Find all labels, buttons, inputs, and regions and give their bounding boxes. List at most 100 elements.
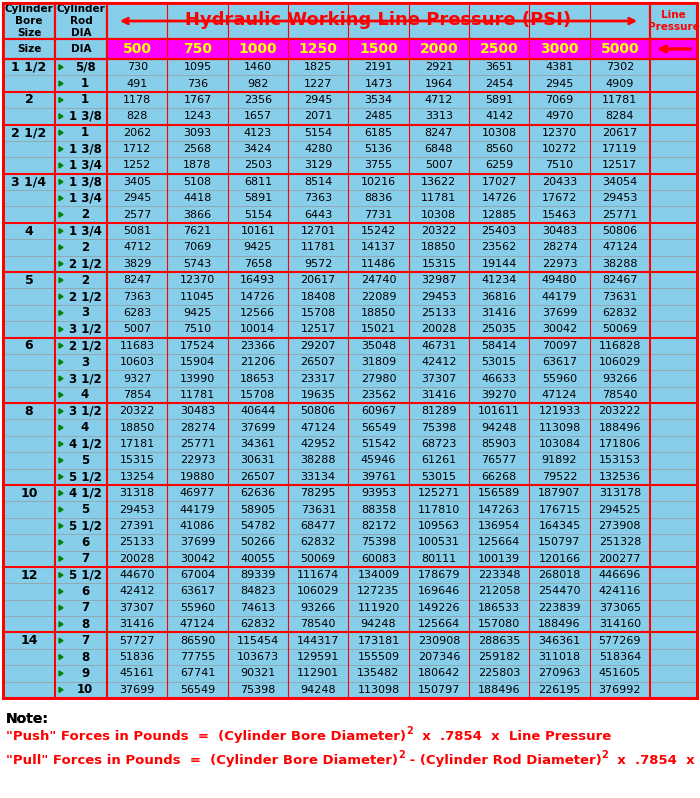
Text: 3: 3	[81, 356, 89, 369]
Text: 1243: 1243	[183, 112, 211, 121]
Text: 15904: 15904	[180, 358, 215, 367]
Text: 31416: 31416	[120, 619, 155, 630]
Text: 37699: 37699	[542, 308, 578, 318]
Text: 1767: 1767	[183, 95, 211, 105]
Text: 150797: 150797	[538, 537, 581, 547]
Text: 67004: 67004	[180, 570, 215, 580]
Text: 42412: 42412	[120, 587, 155, 596]
Text: 25771: 25771	[602, 210, 638, 219]
Text: 164345: 164345	[538, 521, 580, 531]
Text: 24740: 24740	[360, 275, 396, 285]
Bar	[3, 3, 697, 698]
Text: 314160: 314160	[598, 619, 641, 630]
Text: 55960: 55960	[542, 373, 577, 384]
Text: 47124: 47124	[300, 423, 336, 433]
Text: 207346: 207346	[418, 652, 460, 662]
Text: 25403: 25403	[482, 226, 517, 236]
Text: 45946: 45946	[360, 456, 396, 465]
Text: 223839: 223839	[538, 602, 581, 613]
Polygon shape	[59, 441, 63, 447]
Text: 273908: 273908	[598, 521, 641, 531]
Text: 30042: 30042	[542, 324, 577, 334]
Text: x  .7854  x  Line Pressure: x .7854 x Line Pressure	[413, 730, 611, 743]
Text: 22973: 22973	[180, 456, 216, 465]
Text: 188496: 188496	[538, 619, 581, 630]
Polygon shape	[59, 491, 63, 496]
Text: 22089: 22089	[360, 291, 396, 302]
Text: 27391: 27391	[120, 521, 155, 531]
Text: 38288: 38288	[300, 456, 336, 465]
Text: 212058: 212058	[478, 587, 520, 596]
Text: 19635: 19635	[300, 390, 336, 400]
Text: 2 1/2: 2 1/2	[11, 126, 47, 139]
Text: 7621: 7621	[183, 226, 211, 236]
Text: 73631: 73631	[300, 504, 336, 515]
Text: 5154: 5154	[304, 128, 332, 138]
Text: 9: 9	[81, 667, 89, 680]
Text: 11781: 11781	[180, 390, 215, 400]
Polygon shape	[59, 606, 63, 610]
Text: 5891: 5891	[485, 95, 513, 105]
Text: 11486: 11486	[361, 259, 396, 269]
Polygon shape	[59, 409, 63, 414]
Text: 15021: 15021	[361, 324, 396, 334]
Text: 20322: 20322	[421, 226, 456, 236]
Polygon shape	[59, 180, 63, 184]
Text: 112901: 112901	[297, 669, 340, 678]
Text: 62636: 62636	[240, 488, 275, 498]
Text: 100139: 100139	[478, 554, 520, 563]
Text: 41086: 41086	[180, 521, 215, 531]
Text: 1 3/8: 1 3/8	[69, 176, 102, 188]
Text: 4418: 4418	[183, 193, 211, 203]
Text: 203222: 203222	[598, 406, 641, 417]
Text: 13990: 13990	[180, 373, 215, 384]
Text: 268018: 268018	[538, 570, 581, 580]
Text: 47124: 47124	[602, 243, 638, 252]
Text: 251328: 251328	[598, 537, 641, 547]
Text: 37699: 37699	[180, 537, 215, 547]
Text: 53015: 53015	[421, 472, 456, 482]
Text: 44179: 44179	[180, 504, 216, 515]
Text: 39761: 39761	[361, 472, 396, 482]
Polygon shape	[59, 228, 63, 234]
Polygon shape	[59, 245, 63, 250]
Text: 2 1/2: 2 1/2	[69, 257, 102, 271]
Text: 37307: 37307	[120, 602, 155, 613]
Text: 144317: 144317	[297, 636, 340, 646]
Text: 7: 7	[81, 634, 89, 647]
Text: 136954: 136954	[478, 521, 520, 531]
Text: 42952: 42952	[300, 439, 336, 449]
Text: 156589: 156589	[478, 488, 520, 498]
Text: DIA: DIA	[71, 44, 91, 54]
Polygon shape	[59, 114, 63, 119]
Text: 18653: 18653	[240, 373, 275, 384]
Text: 29207: 29207	[300, 341, 336, 351]
Text: 50806: 50806	[602, 226, 638, 236]
Text: 35048: 35048	[361, 341, 396, 351]
Text: 1: 1	[81, 93, 89, 106]
Polygon shape	[59, 65, 63, 69]
Text: 2568: 2568	[183, 144, 211, 154]
Text: 187907: 187907	[538, 488, 581, 498]
Text: 22973: 22973	[542, 259, 578, 269]
Text: 7510: 7510	[545, 160, 573, 171]
Text: 6185: 6185	[365, 128, 393, 138]
Text: 2062: 2062	[123, 128, 151, 138]
Text: 135482: 135482	[357, 669, 400, 678]
Text: 5000: 5000	[601, 42, 639, 56]
Text: 75398: 75398	[421, 423, 456, 433]
Text: 3405: 3405	[123, 177, 151, 187]
Text: 93953: 93953	[361, 488, 396, 498]
Text: 4970: 4970	[545, 112, 574, 121]
Text: 25133: 25133	[120, 537, 155, 547]
Text: 294525: 294525	[598, 504, 641, 515]
Text: 730: 730	[127, 62, 148, 72]
Text: 828: 828	[127, 112, 148, 121]
Text: 1825: 1825	[304, 62, 332, 72]
Text: 4 1/2: 4 1/2	[69, 487, 102, 500]
Text: 9327: 9327	[123, 373, 151, 384]
Bar	[107, 39, 650, 59]
Polygon shape	[59, 671, 63, 676]
Text: 17524: 17524	[180, 341, 215, 351]
Text: 70097: 70097	[542, 341, 578, 351]
